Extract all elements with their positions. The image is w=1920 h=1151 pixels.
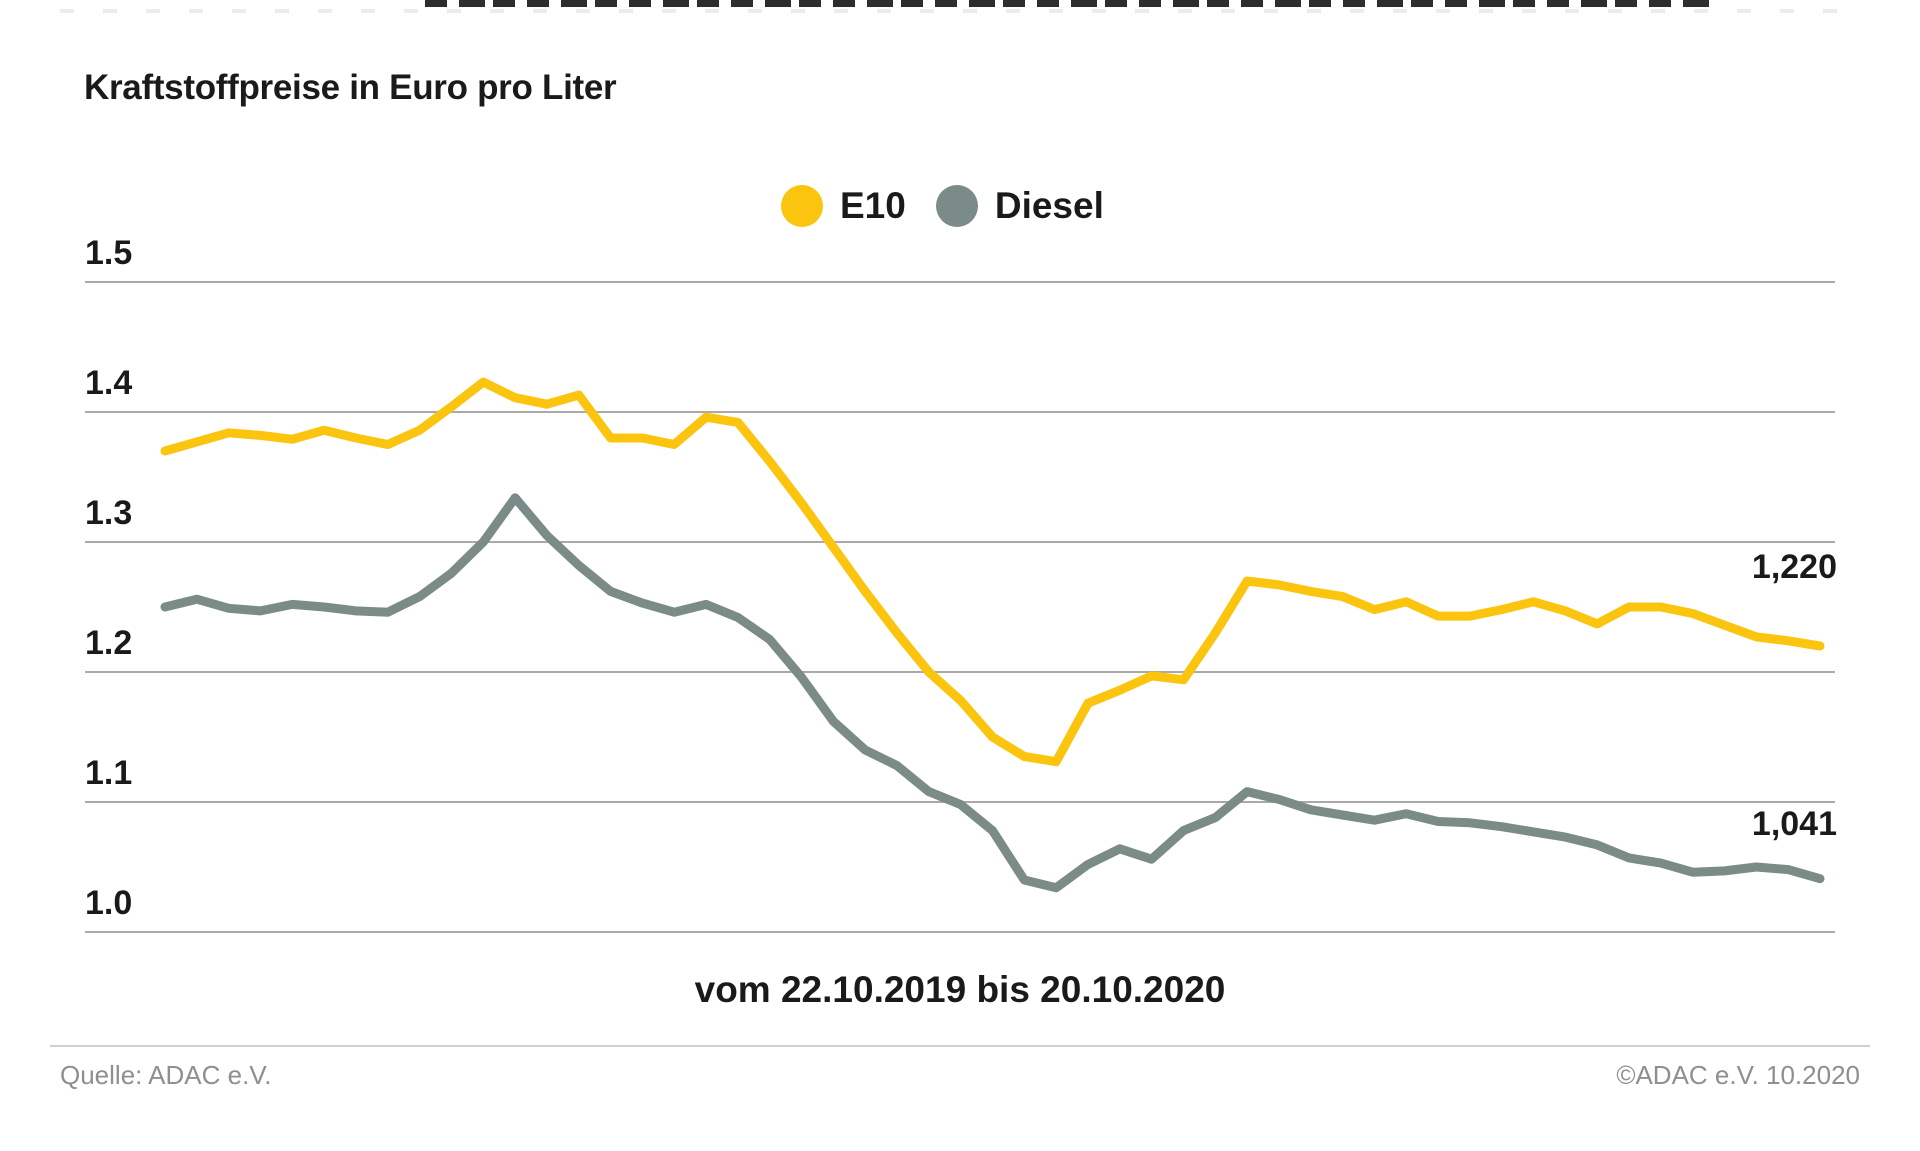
diesel-legend-dot-icon: [935, 185, 978, 227]
e10-end-value-label: 1,220: [1751, 548, 1837, 586]
y-axis-tick-label: 1.3: [85, 494, 133, 532]
y-axis-tick-label: 1.1: [85, 754, 133, 792]
diesel-line-series: [160, 493, 1825, 893]
x-axis-caption: vom 22.10.2019 bis 20.10.2020: [694, 969, 1226, 1010]
y-axis-tick-label: 1.5: [85, 234, 133, 272]
clipped-top-content: [425, 0, 1715, 7]
e10-legend-label: E10: [840, 185, 906, 226]
footer-divider: [50, 1045, 1870, 1047]
y-axis-tick-label: 1.4: [85, 364, 133, 402]
diesel-legend-label: Diesel: [994, 185, 1104, 226]
e10-line-series: [160, 377, 1825, 767]
y-axis-tick-label: 1.2: [85, 624, 133, 662]
y-axis-tick-label: 1.0: [85, 884, 133, 922]
legend: E10 Diesel: [781, 183, 1134, 229]
chart-title: Kraftstoffpreise in Euro pro Liter: [84, 68, 617, 107]
footer-copyright: ©ADAC e.V. 10.2020: [1616, 1060, 1860, 1090]
clipped-top-content-faint: [60, 9, 1860, 13]
e10-legend-dot-icon: [781, 185, 823, 227]
diesel-end-value-label: 1,041: [1751, 805, 1837, 843]
footer-source: Quelle: ADAC e.V.: [60, 1060, 272, 1090]
